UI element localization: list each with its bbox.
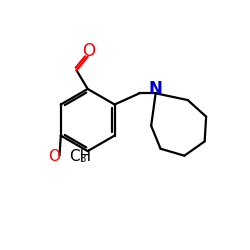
Text: O: O [48, 149, 60, 164]
Text: N: N [149, 80, 162, 98]
Text: CH: CH [69, 149, 91, 164]
Text: 3: 3 [79, 154, 86, 164]
Text: O: O [82, 42, 96, 60]
